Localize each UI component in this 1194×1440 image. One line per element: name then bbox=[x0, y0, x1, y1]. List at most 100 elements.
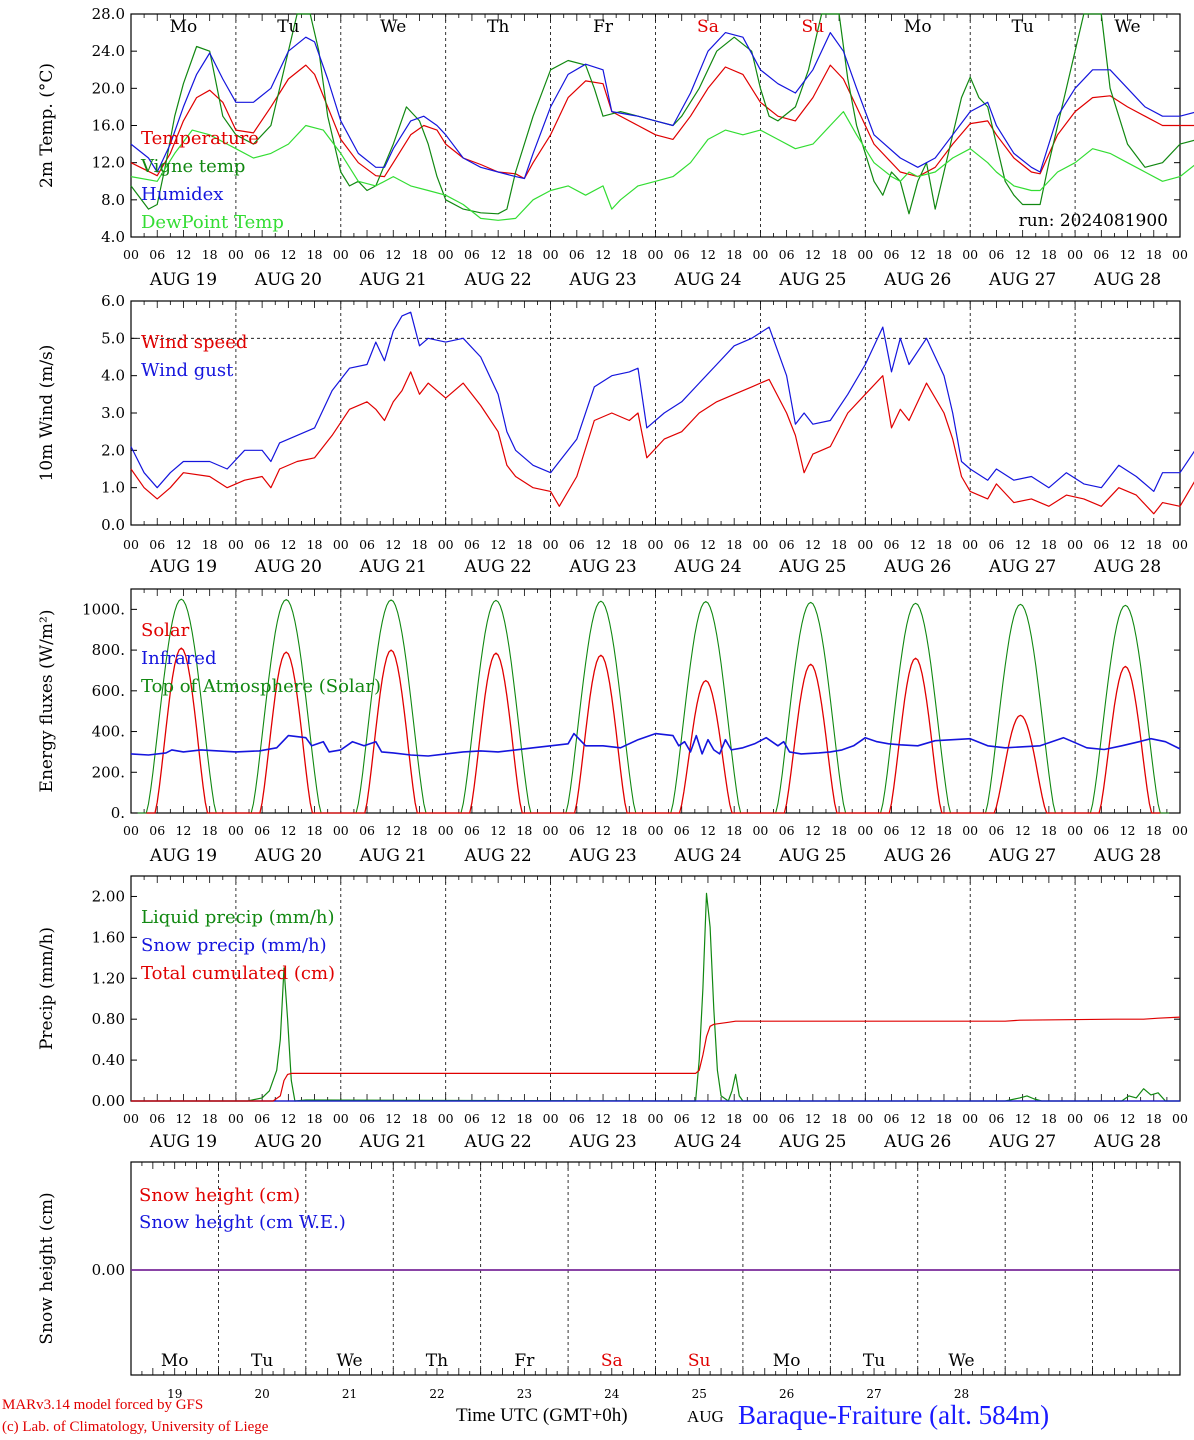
y-tick-label: 400. bbox=[92, 723, 125, 741]
hour-tick-label: 12 bbox=[175, 537, 191, 552]
y-tick-label: 2.0 bbox=[101, 441, 125, 459]
hour-tick-label: 06 bbox=[569, 1111, 585, 1126]
date-label: AUG 24 bbox=[673, 270, 741, 290]
hour-tick-label: 12 bbox=[1120, 537, 1136, 552]
hour-tick-label: 00 bbox=[228, 1111, 244, 1126]
y-axis-label: 2m Temp. (°C) bbox=[37, 63, 57, 188]
legend-entry: Snow precip (mm/h) bbox=[141, 935, 327, 956]
legend-entry: Infrared bbox=[141, 648, 216, 669]
run-annotation: run: 2024081900 bbox=[1019, 211, 1168, 231]
y-tick-label: 8.0 bbox=[101, 191, 125, 209]
hour-tick-label: 12 bbox=[595, 537, 611, 552]
date-label: AUG 25 bbox=[778, 557, 846, 577]
date-label: AUG 24 bbox=[673, 846, 741, 866]
hour-tick-label: 12 bbox=[595, 1111, 611, 1126]
hour-tick-label: 00 bbox=[1172, 1111, 1188, 1126]
hour-tick-label: 00 bbox=[123, 823, 139, 838]
hour-tick-label: 18 bbox=[831, 1111, 847, 1126]
date-label: AUG 19 bbox=[149, 557, 217, 577]
hour-tick-label: 18 bbox=[202, 823, 218, 838]
date-label: AUG 19 bbox=[149, 846, 217, 866]
hour-tick-label: 12 bbox=[1015, 1111, 1031, 1126]
hour-tick-label: 06 bbox=[674, 247, 690, 262]
hour-tick-label: 12 bbox=[490, 537, 506, 552]
hour-tick-label: 18 bbox=[1041, 247, 1057, 262]
day-number-label: 23 bbox=[517, 1387, 532, 1401]
hour-tick-label: 00 bbox=[1172, 823, 1188, 838]
date-label: AUG 26 bbox=[883, 270, 951, 290]
hour-tick-label: 18 bbox=[936, 1111, 952, 1126]
hour-tick-label: 12 bbox=[805, 1111, 821, 1126]
weekday-label: We bbox=[336, 1351, 362, 1371]
hour-tick-label: 06 bbox=[779, 1111, 795, 1126]
legend-entry: Solar bbox=[141, 620, 190, 641]
hour-tick-label: 06 bbox=[149, 247, 165, 262]
hour-tick-label: 06 bbox=[779, 537, 795, 552]
hour-tick-label: 00 bbox=[333, 537, 349, 552]
hour-tick-label: 00 bbox=[1067, 823, 1083, 838]
hour-tick-label: 12 bbox=[805, 247, 821, 262]
y-tick-label: 0.80 bbox=[92, 1010, 125, 1028]
legend-entry: Wind gust bbox=[141, 360, 234, 381]
hour-tick-label: 18 bbox=[202, 247, 218, 262]
precip-panel: 00 06 12 18 00 06 12 18 00 06 12 18 00 06 12 18 00 06 12 18… bbox=[37, 875, 1188, 1152]
weekday-label: Mo bbox=[904, 17, 932, 37]
series-line bbox=[146, 647, 1161, 814]
date-label: AUG 23 bbox=[568, 557, 636, 577]
hour-tick-label: 12 bbox=[1120, 247, 1136, 262]
hour-tick-label: 12 bbox=[490, 1111, 506, 1126]
day-number-label: 25 bbox=[692, 1387, 707, 1401]
hour-tick-label: 18 bbox=[412, 1111, 428, 1126]
plot-frame bbox=[130, 300, 1181, 526]
date-label: AUG 27 bbox=[988, 1132, 1056, 1152]
date-label: AUG 26 bbox=[883, 557, 951, 577]
hour-tick-label: 12 bbox=[700, 247, 716, 262]
hour-tick-label: 00 bbox=[123, 247, 139, 262]
y-tick-label: 0.00 bbox=[92, 1261, 125, 1279]
date-label: AUG 26 bbox=[883, 846, 951, 866]
series-line bbox=[130, 311, 1194, 492]
hour-tick-label: 06 bbox=[1093, 247, 1109, 262]
hour-tick-label: 06 bbox=[359, 1111, 375, 1126]
hour-tick-label: 18 bbox=[516, 537, 532, 552]
hour-tick-label: 12 bbox=[805, 537, 821, 552]
day-number-label: 24 bbox=[604, 1387, 620, 1401]
plot-frame bbox=[130, 588, 1181, 814]
y-tick-label: 2.00 bbox=[92, 887, 125, 905]
hour-tick-label: 12 bbox=[910, 247, 926, 262]
y-axis-label: Energy fluxes (W/m²) bbox=[37, 610, 57, 793]
y-axis-label: Snow height (cm) bbox=[37, 1192, 57, 1344]
hour-tick-label: 12 bbox=[595, 247, 611, 262]
hour-tick-label: 18 bbox=[412, 823, 428, 838]
hour-tick-label: 00 bbox=[438, 247, 454, 262]
weekday-label: Fr bbox=[514, 1351, 535, 1371]
hour-tick-label: 18 bbox=[1041, 1111, 1057, 1126]
weekday-label: Mo bbox=[161, 1351, 189, 1371]
date-label: AUG 22 bbox=[464, 270, 532, 290]
legend-entry: DewPoint Temp bbox=[141, 212, 284, 233]
hour-tick-label: 18 bbox=[202, 537, 218, 552]
date-label: AUG 21 bbox=[359, 557, 427, 577]
weekday-label: Tu bbox=[251, 1351, 273, 1371]
hour-tick-label: 18 bbox=[516, 823, 532, 838]
hour-tick-label: 06 bbox=[359, 823, 375, 838]
hour-tick-label: 12 bbox=[280, 537, 296, 552]
weekday-label: Tu bbox=[863, 1351, 885, 1371]
temperature-panel: 00 06 12 18 00 06 12 18 00 06 12 18 00 06 12 18 00 06 12 18… bbox=[37, 5, 1194, 290]
hour-tick-label: 00 bbox=[752, 823, 768, 838]
weekday-label: Sa bbox=[697, 17, 719, 37]
legend-entry: Liquid precip (mm/h) bbox=[141, 907, 335, 928]
day-number-label: 21 bbox=[342, 1387, 357, 1401]
legend-entry: Humidex bbox=[141, 184, 223, 205]
hour-tick-label: 06 bbox=[149, 823, 165, 838]
hour-tick-label: 00 bbox=[543, 537, 559, 552]
hour-tick-label: 18 bbox=[831, 247, 847, 262]
date-label: AUG 27 bbox=[988, 846, 1056, 866]
date-label: AUG 19 bbox=[149, 1132, 217, 1152]
day-number-label: 27 bbox=[866, 1387, 881, 1401]
series-line bbox=[130, 64, 1194, 180]
hour-tick-label: 12 bbox=[175, 1111, 191, 1126]
energy-panel: 00 06 12 18 00 06 12 18 00 06 12 18 00 06 12 18 00 06 12 18… bbox=[37, 588, 1188, 866]
hour-tick-label: 00 bbox=[857, 537, 873, 552]
